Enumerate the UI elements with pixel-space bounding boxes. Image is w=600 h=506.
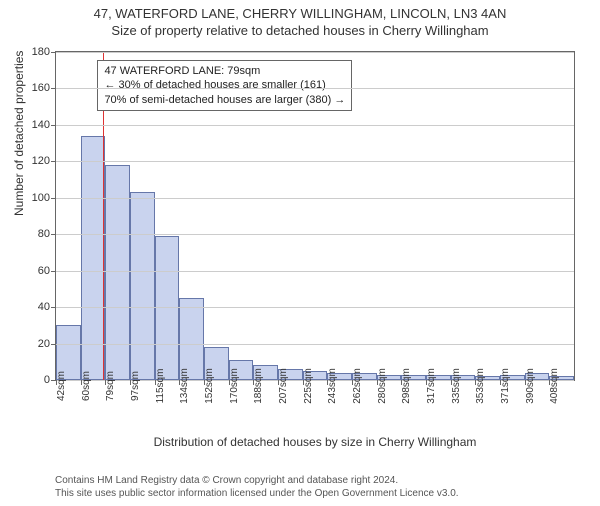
ytick-label: 20	[38, 338, 50, 350]
ytick-mark	[51, 125, 56, 126]
footer: Contains HM Land Registry data © Crown c…	[55, 474, 459, 500]
ytick-label: 100	[32, 192, 50, 204]
page-title-line1: 47, WATERFORD LANE, CHERRY WILLINGHAM, L…	[0, 6, 600, 23]
annotation-line1: 47 WATERFORD LANE: 79sqm	[104, 64, 345, 78]
gridline	[56, 125, 574, 126]
ytick-label: 120	[32, 155, 50, 167]
annotation-line3: 70% of semi-detached houses are larger (…	[104, 93, 345, 107]
xtick-label: 134sqm	[179, 368, 190, 404]
xtick-mark	[155, 380, 156, 385]
ytick-mark	[51, 198, 56, 199]
xtick-label: 298sqm	[401, 368, 412, 404]
xtick-label: 225sqm	[303, 368, 314, 404]
annotation-box: 47 WATERFORD LANE: 79sqm ← 30% of detach…	[97, 60, 352, 111]
xtick-mark	[549, 380, 550, 385]
xtick-mark	[204, 380, 205, 385]
xtick-label: 42sqm	[56, 371, 67, 401]
xtick-label: 170sqm	[229, 368, 240, 404]
xtick-label: 115sqm	[155, 369, 166, 404]
xtick-mark	[179, 380, 180, 385]
ytick-mark	[51, 234, 56, 235]
ytick-mark	[51, 307, 56, 308]
xtick-label: 152sqm	[204, 368, 215, 404]
xtick-label: 353sqm	[475, 368, 486, 404]
xtick-label: 188sqm	[253, 368, 264, 404]
gridline	[56, 234, 574, 235]
xtick-mark	[303, 380, 304, 385]
gridline	[56, 88, 574, 89]
histogram-chart: 47 WATERFORD LANE: 79sqm ← 30% of detach…	[55, 51, 575, 381]
page-title-line2: Size of property relative to detached ho…	[0, 23, 600, 40]
xtick-label: 390sqm	[525, 368, 536, 404]
xtick-label: 335sqm	[451, 368, 462, 404]
xtick-mark	[327, 380, 328, 385]
xtick-label: 207sqm	[278, 368, 289, 404]
xtick-mark	[426, 380, 427, 385]
xtick-mark	[105, 380, 106, 385]
ytick-label: 0	[44, 374, 50, 386]
xtick-label: 371sqm	[500, 368, 511, 404]
ytick-label: 160	[32, 82, 50, 94]
ytick-mark	[51, 52, 56, 53]
xtick-label: 243sqm	[327, 368, 338, 404]
xtick-label: 317sqm	[426, 368, 437, 404]
xtick-label: 408sqm	[549, 368, 560, 404]
ytick-mark	[51, 344, 56, 345]
xtick-mark	[56, 380, 57, 385]
histogram-bar	[130, 192, 155, 380]
ytick-mark	[51, 161, 56, 162]
ytick-mark	[51, 88, 56, 89]
footer-line2: This site uses public sector information…	[55, 487, 459, 500]
x-axis-title: Distribution of detached houses by size …	[154, 435, 477, 449]
xtick-label: 262sqm	[352, 368, 363, 404]
annotation-line2: ← 30% of detached houses are smaller (16…	[104, 78, 345, 92]
xtick-mark	[229, 380, 230, 385]
xtick-mark	[500, 380, 501, 385]
y-axis-title: Number of detached properties	[12, 51, 26, 216]
ytick-label: 40	[38, 301, 50, 313]
xtick-mark	[451, 380, 452, 385]
gridline	[56, 52, 574, 53]
xtick-mark	[475, 380, 476, 385]
gridline	[56, 307, 574, 308]
ytick-label: 60	[38, 265, 50, 277]
ytick-mark	[51, 271, 56, 272]
ytick-label: 80	[38, 228, 50, 240]
xtick-mark	[525, 380, 526, 385]
xtick-mark	[253, 380, 254, 385]
xtick-mark	[401, 380, 402, 385]
gridline	[56, 198, 574, 199]
xtick-mark	[377, 380, 378, 385]
xtick-label: 280sqm	[377, 368, 388, 404]
xtick-mark	[278, 380, 279, 385]
xtick-mark	[81, 380, 82, 385]
xtick-mark	[130, 380, 131, 385]
ytick-label: 140	[32, 119, 50, 131]
footer-line1: Contains HM Land Registry data © Crown c…	[55, 474, 459, 487]
gridline	[56, 344, 574, 345]
xtick-label: 97sqm	[130, 371, 141, 401]
gridline	[56, 271, 574, 272]
xtick-label: 60sqm	[81, 371, 92, 401]
gridline	[56, 161, 574, 162]
xtick-mark	[352, 380, 353, 385]
xtick-label: 79sqm	[105, 371, 116, 401]
ytick-label: 180	[32, 46, 50, 58]
